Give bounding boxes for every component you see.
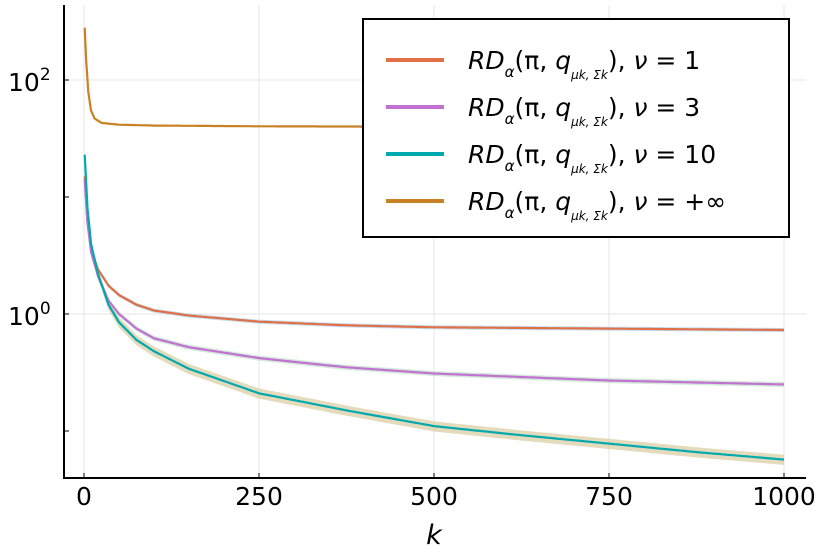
label-alpha: α (504, 156, 515, 175)
label-q: q (555, 186, 572, 216)
label-params: μk, Σk (571, 161, 608, 176)
label-nu-value: = 3 (647, 92, 701, 122)
x-tick-label: 750 (585, 482, 633, 511)
legend-label: RDα(π, qμk, Σk), ν = 3 (468, 92, 701, 129)
legend-item: RDα(π, qμk, Σk), ν = 3 (386, 87, 701, 129)
legend-swatch (386, 152, 444, 156)
x-tick-label: 1000 (752, 482, 816, 511)
legend-item: RDα(π, qμk, Σk), ν = 1 (386, 40, 701, 82)
label-args: (π, (514, 45, 556, 75)
y-tick-label: 102 (8, 65, 51, 97)
x-tick-label: 500 (410, 482, 458, 511)
legend-label: RDα(π, qμk, Σk), ν = 10 (468, 139, 717, 176)
label-args: (π, (514, 186, 556, 216)
series-line-2 (83, 154, 785, 461)
series-line-0 (83, 176, 784, 332)
label-nu-value: = 10 (647, 139, 717, 169)
x-axis-label: k (426, 520, 443, 551)
y-tick-label: 100 (8, 299, 51, 331)
axes (63, 5, 806, 479)
label-alpha: α (504, 109, 515, 128)
label-close: ), (607, 139, 634, 169)
label-rd: RD (468, 139, 505, 169)
legend-label: RDα(π, qμk, Σk), ν = +∞ (468, 186, 727, 223)
legend: RDα(π, qμk, Σk), ν = 1 RDα(π, qμk, Σk), … (362, 18, 790, 238)
label-close: ), (607, 92, 634, 122)
label-rd: RD (468, 45, 505, 75)
x-tick-label: 250 (235, 482, 283, 511)
label-rd: RD (468, 186, 505, 216)
label-close: ), (607, 186, 634, 216)
legend-label: RDα(π, qμk, Σk), ν = 1 (468, 45, 701, 82)
label-args: (π, (514, 92, 556, 122)
label-params: μk, Σk (571, 208, 608, 223)
y-tick-base: 10 (8, 302, 40, 331)
legend-swatch (386, 58, 444, 62)
label-alpha: α (504, 62, 515, 81)
label-nu-value: = +∞ (647, 186, 727, 216)
label-args: (π, (514, 139, 556, 169)
series-line-1 (83, 179, 784, 386)
y-tick-base: 10 (8, 68, 40, 97)
legend-swatch (386, 199, 444, 203)
label-rd: RD (468, 92, 505, 122)
legend-item: RDα(π, qμk, Σk), ν = +∞ (386, 181, 727, 223)
legend-swatch (386, 105, 444, 109)
label-close: ), (607, 45, 634, 75)
label-q: q (555, 139, 572, 169)
label-q: q (555, 45, 572, 75)
label-nu-value: = 1 (647, 45, 701, 75)
y-tick-exponent: 0 (40, 299, 51, 319)
label-params: μk, Σk (571, 67, 608, 82)
label-nu: ν (633, 92, 648, 122)
label-nu: ν (633, 45, 648, 75)
label-q: q (555, 92, 572, 122)
label-alpha: α (504, 203, 515, 222)
x-tick-label: 0 (76, 482, 92, 511)
label-nu: ν (633, 139, 648, 169)
y-tick-exponent: 2 (40, 65, 51, 85)
label-nu: ν (633, 186, 648, 216)
label-params: μk, Σk (571, 114, 608, 129)
legend-item: RDα(π, qμk, Σk), ν = 10 (386, 134, 717, 176)
